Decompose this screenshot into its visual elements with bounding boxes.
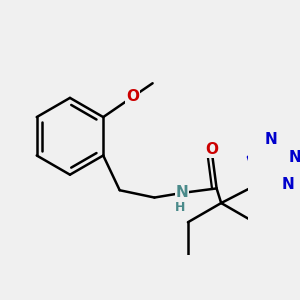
- Text: O: O: [206, 142, 218, 158]
- Text: N: N: [289, 149, 300, 164]
- Text: N: N: [265, 132, 278, 147]
- Text: H: H: [175, 201, 185, 214]
- Text: N: N: [176, 185, 188, 200]
- Text: O: O: [126, 89, 139, 104]
- Text: N: N: [281, 177, 294, 192]
